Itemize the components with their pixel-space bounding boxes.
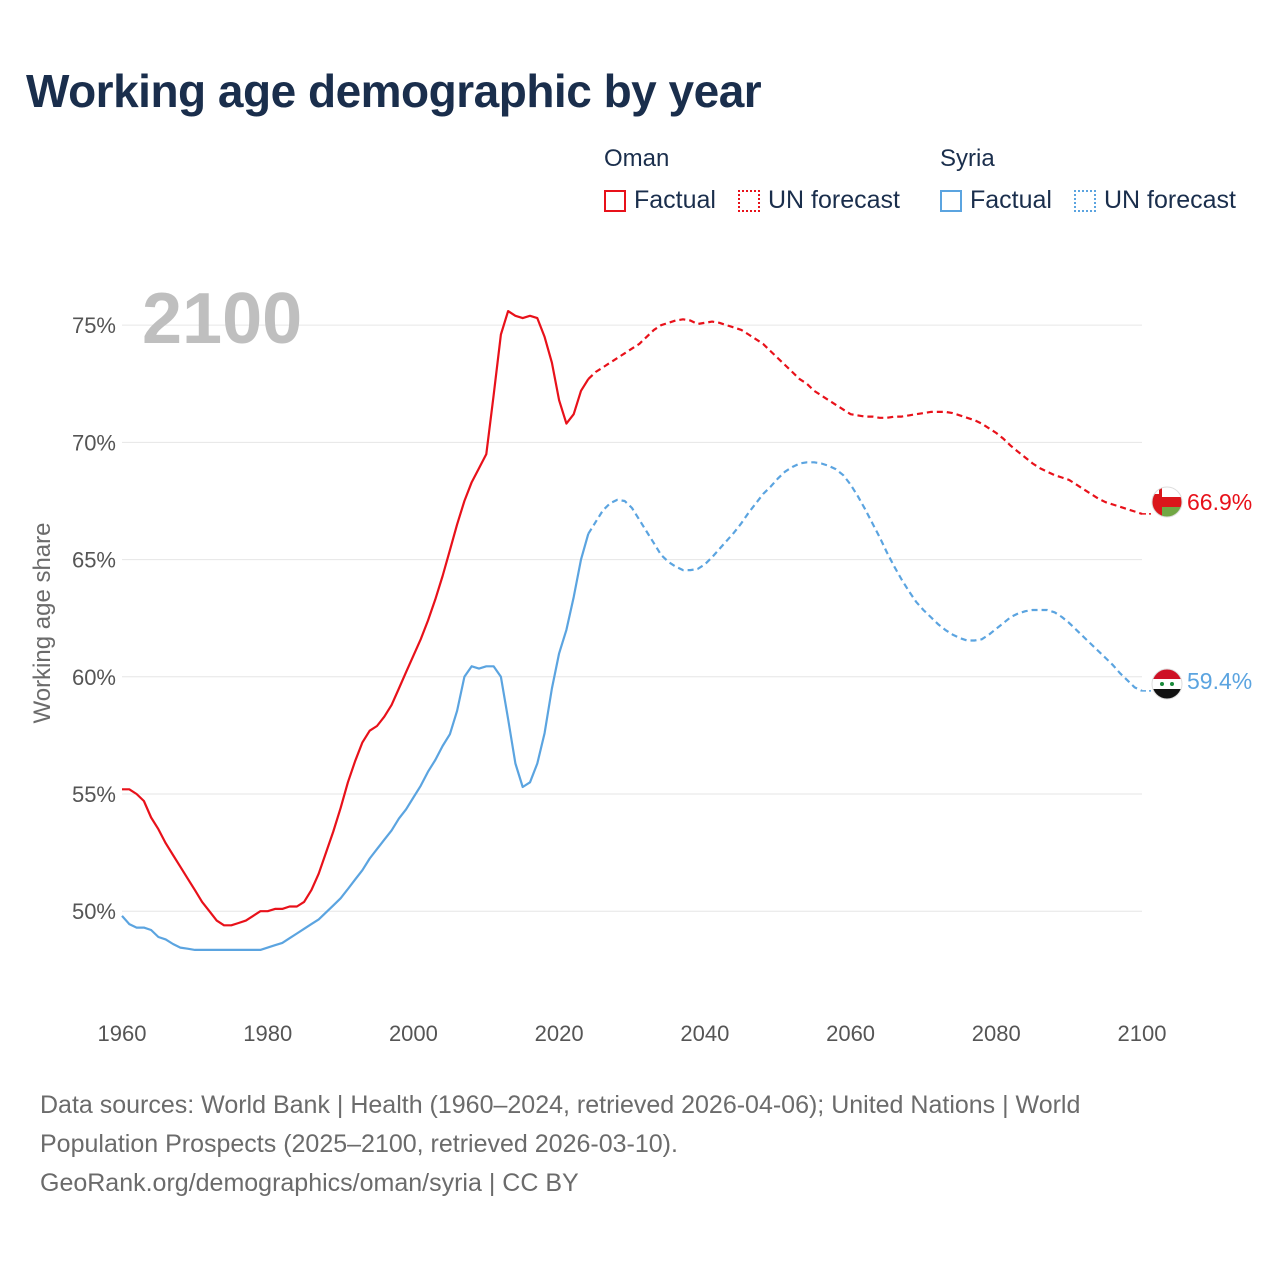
x-tick-label: 2100 (1118, 1021, 1167, 1046)
y-axis-label: Working age share (29, 523, 56, 724)
series-line-syria-forecast (587, 461, 1143, 692)
end-label-syria: 59.4% (1187, 668, 1252, 694)
legend-oman-factual[interactable]: Factual (604, 186, 716, 215)
footer-line-1: Data sources: World Bank | Health (1960–… (40, 1091, 1081, 1119)
footer-link[interactable]: GeoRank.org/demographics/oman/syria | CC… (40, 1169, 579, 1197)
legend-swatch-oman-forecast (738, 189, 760, 212)
legend-swatch-syria-factual (940, 189, 962, 212)
series-line-oman-forecast (587, 318, 1143, 515)
x-tick-label: 2040 (680, 1021, 729, 1046)
legend-label-oman-forecast: UN forecast (768, 186, 900, 214)
legend-group-oman: Oman (604, 145, 670, 172)
y-tick-label: 55% (72, 782, 116, 807)
x-tick-label: 2020 (535, 1021, 584, 1046)
series-lines (121, 310, 1151, 951)
chart-title: Working age demographic by year (26, 65, 762, 117)
legend-syria-factual[interactable]: Factual (940, 186, 1052, 215)
line-chart: 50% 55% 60% 65% 70% 75% 1960 1980 2000 2020 2040 2… (29, 279, 1252, 1046)
legend-oman-forecast[interactable]: UN forecast (738, 186, 900, 215)
y-axis-ticks: 50% 55% 60% 65% 70% 75% (72, 313, 116, 924)
x-axis-ticks: 1960 1980 2000 2020 2040 2060 2080 2100 (98, 1021, 1167, 1046)
legend-label-syria-forecast: UN forecast (1104, 186, 1236, 214)
y-tick-label: 75% (72, 313, 116, 338)
y-tick-label: 60% (72, 665, 116, 690)
series-line-syria-factual (121, 533, 590, 951)
legend-swatch-syria-forecast (1074, 189, 1096, 212)
y-tick-label: 65% (72, 548, 116, 573)
legend-syria-forecast[interactable]: UN forecast (1074, 186, 1236, 215)
legend-swatch-oman-factual (604, 189, 626, 212)
x-tick-label: 1980 (243, 1021, 292, 1046)
x-tick-label: 2000 (389, 1021, 438, 1046)
x-tick-label: 2060 (826, 1021, 875, 1046)
year-label: 2100 (142, 279, 302, 359)
oman-flag-icon (1151, 486, 1183, 518)
legend-label-syria-factual: Factual (970, 186, 1052, 214)
y-tick-label: 50% (72, 899, 116, 924)
y-tick-label: 70% (72, 430, 116, 455)
x-tick-label: 2080 (972, 1021, 1021, 1046)
end-label-oman: 66.9% (1187, 489, 1252, 515)
gridlines (122, 324, 1142, 912)
legend-group-syria: Syria (940, 145, 995, 172)
syria-flag-icon (1151, 668, 1183, 700)
footer-sources: Data sources: World Bank | Health (1960–… (40, 1086, 1240, 1203)
x-tick-label: 1960 (98, 1021, 147, 1046)
series-line-oman-factual (122, 310, 590, 927)
footer-line-2: Population Prospects (2025–2100, retriev… (40, 1130, 678, 1158)
legend-label-oman-factual: Factual (634, 186, 716, 214)
